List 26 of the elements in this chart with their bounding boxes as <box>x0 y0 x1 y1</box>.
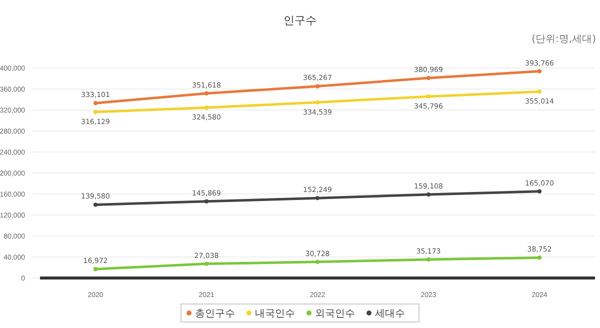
point <box>204 199 209 204</box>
point <box>204 105 209 110</box>
chart-title: 인구수 <box>284 14 316 27</box>
point <box>537 69 542 74</box>
point <box>204 262 209 266</box>
point <box>315 196 320 200</box>
point <box>426 76 431 80</box>
text: (단위:명,세대) <box>532 34 596 45</box>
point <box>93 202 98 207</box>
point <box>315 84 320 88</box>
legend-label: 세대수 <box>375 308 405 320</box>
point <box>93 110 98 114</box>
point <box>204 91 209 96</box>
point <box>315 100 320 104</box>
point <box>426 257 431 262</box>
legend-label: 외국인수 <box>315 308 355 320</box>
point <box>537 90 542 94</box>
point <box>315 260 320 264</box>
point <box>537 189 542 194</box>
point <box>426 192 431 197</box>
point <box>93 266 98 272</box>
legend-label: 내국인수 <box>255 308 295 320</box>
point <box>93 101 98 106</box>
point <box>537 256 542 260</box>
point <box>426 94 431 99</box>
legend-label: 총인구수 <box>195 308 235 320</box>
